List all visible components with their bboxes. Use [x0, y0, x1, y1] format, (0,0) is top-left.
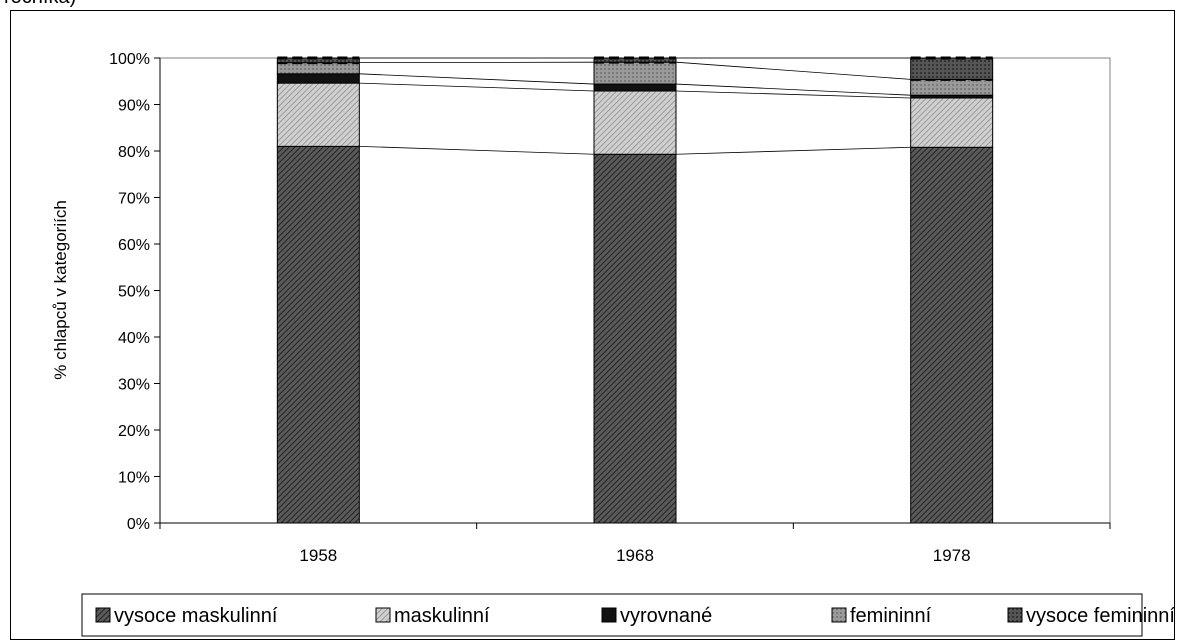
bar-segment [276, 82, 360, 147]
series-connector-line [359, 145, 595, 155]
chart-frame [10, 10, 1175, 640]
series-connector-line [359, 82, 595, 92]
bar-segment [593, 57, 677, 63]
legend-label: femininní [850, 605, 932, 627]
bar-segment [593, 153, 677, 524]
legend-swatch [831, 607, 847, 623]
x-tick-label: 1958 [299, 546, 337, 565]
series-connector-line [675, 83, 911, 96]
y-tick-label: 40% [118, 330, 150, 347]
y-tick-label: 60% [118, 237, 150, 254]
bar-segment [910, 97, 994, 148]
legend-swatch [375, 607, 391, 623]
y-tick-label: 20% [118, 423, 150, 440]
bar-segment [593, 90, 677, 155]
series-connector-line [675, 146, 911, 155]
y-tick-label: 30% [118, 377, 150, 394]
series-connector-line [675, 90, 911, 99]
legend-label: vysoce femininní [1026, 605, 1175, 627]
series-connector-line [359, 73, 595, 85]
y-tick-label: 80% [118, 144, 150, 161]
legend-swatch [601, 607, 617, 623]
bar-segment [276, 62, 360, 75]
series-connector-line [675, 61, 911, 80]
bar-segment [910, 78, 994, 96]
bar-segment [593, 83, 677, 92]
legend-swatch [1007, 607, 1023, 623]
legend-swatch [95, 607, 111, 623]
legend-label: vysoce maskulinní [114, 605, 278, 627]
y-tick-label: 100% [109, 51, 150, 68]
bar-segment [276, 145, 360, 524]
legend: vysoce maskulinní maskulinní vyrovnané femi… [81, 593, 1175, 637]
legend-label: maskulinní [394, 605, 490, 627]
bar-segment [276, 57, 360, 64]
bar-segment [593, 61, 677, 85]
bar-segment [910, 57, 994, 80]
y-axis-title: % chlapců v kategoriích [51, 200, 70, 380]
bar-segment [910, 146, 994, 524]
y-tick-label: 10% [118, 470, 150, 487]
x-tick-label: 1978 [933, 546, 971, 565]
bar-segment [276, 73, 360, 84]
y-tick-label: 50% [118, 284, 150, 301]
x-tick-label: 1968 [616, 546, 654, 565]
legend-label: vyrovnané [620, 605, 712, 627]
y-tick-label: 70% [118, 191, 150, 208]
header-fragment: ročníka) [4, 0, 76, 9]
y-tick-label: 90% [118, 98, 150, 115]
y-tick-label: 0% [127, 516, 150, 533]
